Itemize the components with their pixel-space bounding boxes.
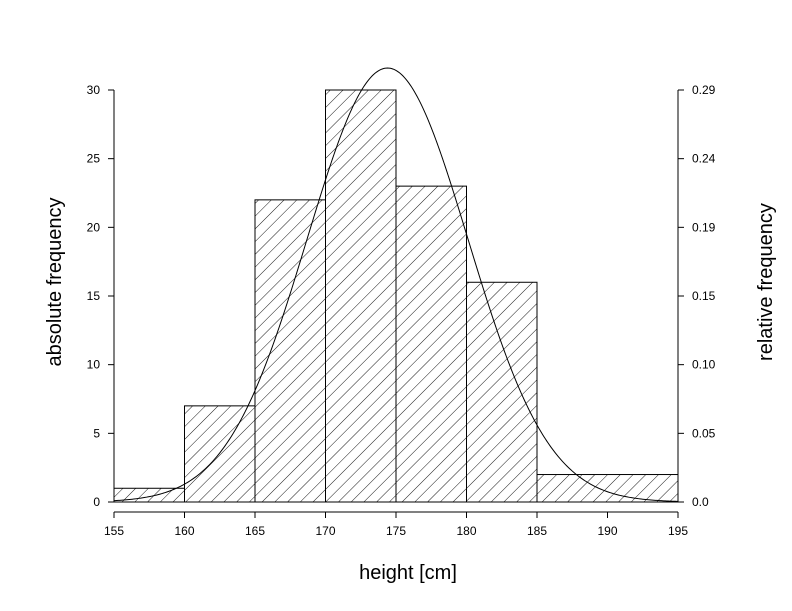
y-tick-label: 25 bbox=[87, 152, 101, 166]
x-tick-label: 185 bbox=[527, 524, 547, 538]
histogram-bar bbox=[395, 185, 467, 503]
x-tick-label: 190 bbox=[597, 524, 617, 538]
y2-tick-label: 0.15 bbox=[692, 289, 716, 303]
y-tick-label: 0 bbox=[93, 495, 100, 509]
y-tick-label: 10 bbox=[87, 358, 101, 372]
x-tick-label: 180 bbox=[456, 524, 476, 538]
y2-axis-title: relative frequency bbox=[755, 203, 777, 361]
y2-axis-ticks: 0.0 0.05 0.10 0.15 0.19 0.24 0.29 bbox=[678, 83, 716, 509]
histogram-bar bbox=[325, 89, 397, 503]
y-tick-label: 15 bbox=[87, 289, 101, 303]
x-tick-label: 175 bbox=[386, 524, 406, 538]
x-tick-label: 165 bbox=[245, 524, 265, 538]
histogram-bar bbox=[536, 474, 679, 503]
y2-tick-label: 0.05 bbox=[692, 426, 716, 440]
y-tick-label: 20 bbox=[87, 220, 101, 234]
y-tick-label: 30 bbox=[87, 83, 101, 97]
y2-tick-label: 0.24 bbox=[692, 152, 716, 166]
y2-tick-label: 0.0 bbox=[692, 495, 709, 509]
x-tick-label: 195 bbox=[668, 524, 688, 538]
x-axis-ticks: 155 160 165 170 175 180 185 190 195 bbox=[104, 512, 688, 538]
x-tick-label: 155 bbox=[104, 524, 124, 538]
histogram-bar bbox=[466, 281, 538, 503]
y2-tick-label: 0.10 bbox=[692, 358, 716, 372]
x-tick-label: 170 bbox=[315, 524, 335, 538]
y-tick-label: 5 bbox=[93, 426, 100, 440]
bars-group bbox=[113, 89, 679, 503]
x-axis-title: height [cm] bbox=[359, 562, 457, 584]
histogram-bar bbox=[184, 405, 256, 503]
y2-tick-label: 0.19 bbox=[692, 220, 716, 234]
histogram-bar bbox=[254, 199, 326, 503]
y-axis-ticks: 0 5 10 15 20 25 30 bbox=[87, 83, 114, 509]
normal-fit-curve bbox=[113, 67, 679, 502]
y2-tick-label: 0.29 bbox=[692, 83, 716, 97]
x-tick-label: 160 bbox=[174, 524, 194, 538]
y-axis-title: absolute frequency bbox=[44, 197, 66, 366]
